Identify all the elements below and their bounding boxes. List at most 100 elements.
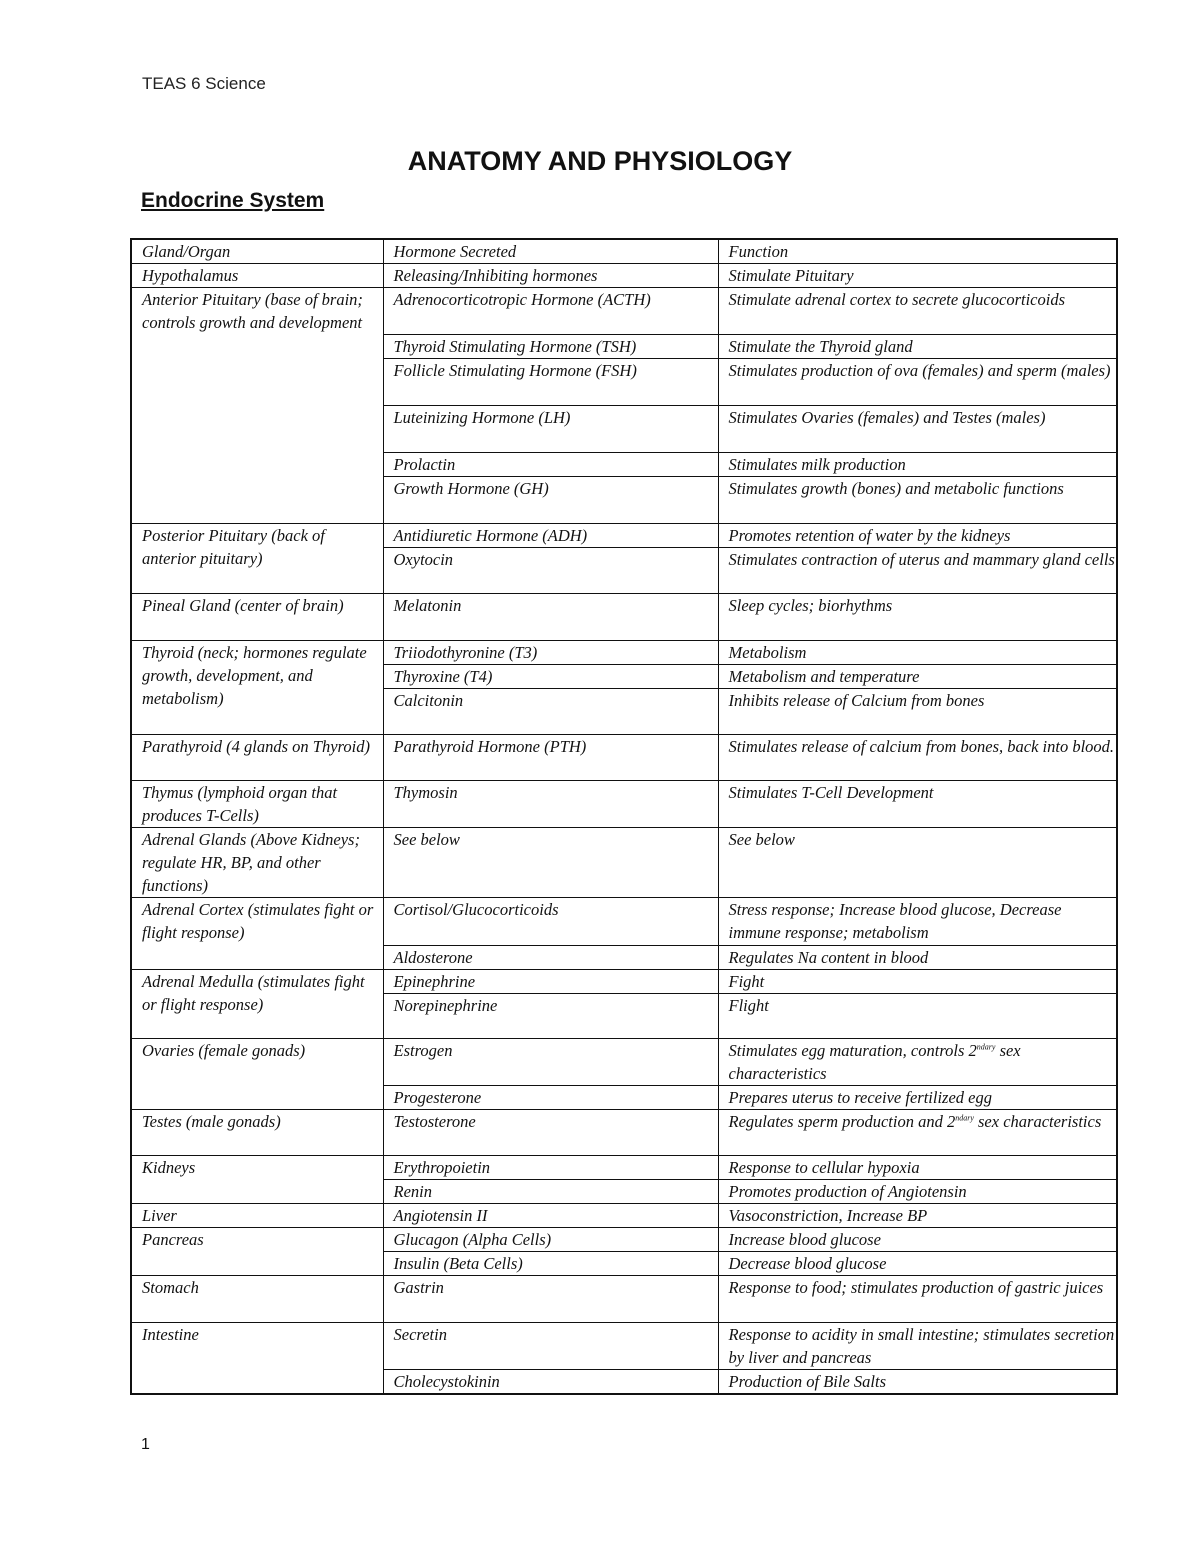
hormone-cell: Thyroxine (T4) — [382, 664, 719, 689]
function-cell: Fight — [717, 969, 1118, 994]
organ-cell: Ovaries (female gonads) — [130, 1038, 384, 1110]
hormone-cell: See below — [382, 827, 719, 898]
organ-cell: Adrenal Medulla (stimulates fight or fli… — [130, 969, 384, 1039]
hormone-cell: Epinephrine — [382, 969, 719, 994]
function-cell: Response to cellular hypoxia — [717, 1155, 1118, 1180]
hormone-cell: Thyroid Stimulating Hormone (TSH) — [382, 334, 719, 359]
hormone-cell: Triiodothyronine (T3) — [382, 640, 719, 665]
table-row: Norepinephrine Flight — [131, 993, 1118, 1039]
column-header: Hormone Secreted — [382, 238, 719, 264]
function-cell: Stimulates growth (bones) and metabolic … — [717, 476, 1118, 524]
hormone-cell: Progesterone — [382, 1085, 719, 1110]
hormone-cell: Parathyroid Hormone (PTH) — [382, 734, 719, 781]
hormone-cell: Luteinizing Hormone (LH) — [382, 405, 719, 453]
function-cell: Flight — [717, 993, 1118, 1039]
function-cell: Prepares uterus to receive fertilized eg… — [717, 1085, 1118, 1110]
organ-cell: Testes (male gonads) — [130, 1109, 384, 1156]
hormone-cell: Growth Hormone (GH) — [382, 476, 719, 524]
function-cell: Metabolism and temperature — [717, 664, 1118, 689]
function-cell: Response to acidity in small intestine; … — [717, 1322, 1118, 1370]
table-row: Luteinizing Hormone (LH) Stimulates Ovari… — [131, 405, 1118, 453]
function-cell: Stimulates contraction of uterus and mam… — [717, 547, 1118, 594]
table-row: Liver Angiotensin II Vasoconstriction, Inc… — [130, 1203, 1118, 1228]
hormone-cell: Cholecystokinin — [382, 1369, 719, 1395]
organ-cell: Liver — [130, 1203, 384, 1228]
organ-cell: Thymus (lymphoid organ that produces T-C… — [130, 780, 384, 828]
function-cell: Regulates sperm production and 2ndary se… — [717, 1109, 1118, 1156]
table-row: Kidneys Erythropoietin Response to cellula… — [130, 1155, 1118, 1204]
hormone-cell: Melatonin — [382, 593, 719, 641]
organ-cell: Pancreas — [130, 1227, 384, 1276]
column-header: Function — [717, 238, 1118, 264]
function-cell: Stimulates Ovaries (females) and Testes … — [717, 405, 1118, 453]
table-row: Parathyroid (4 glands on Thyroid) Parathy… — [130, 734, 1118, 781]
page-title: ANATOMY AND PHYSIOLOGY — [407, 146, 793, 176]
table-row: Progesterone Prepares uterus to receive f… — [131, 1085, 1118, 1110]
endocrine-table: Gland/Organ Hormone Secreted Function Hy… — [130, 238, 1118, 1395]
table-row: Pancreas Glucagon (Alpha Cells) Increase b… — [130, 1227, 1118, 1276]
function-cell: Promotes retention of water by the kidne… — [717, 523, 1118, 548]
organ-cell: Thyroid (neck; hormones regulate growth,… — [130, 640, 384, 735]
function-cell: Stimulates egg maturation, controls 2nda… — [717, 1038, 1118, 1086]
table-row: Posterior Pituitary (back of anterior pi… — [130, 523, 1118, 594]
table-row: Renin Promotes production of Angiotensin — [131, 1179, 1118, 1204]
hormone-cell: Aldosterone — [382, 945, 719, 970]
hormone-cell: Prolactin — [382, 452, 719, 477]
table-row: Stomach Gastrin Response to food; stimulat… — [130, 1275, 1118, 1323]
organ-cell: Hypothalamus — [130, 263, 384, 288]
function-cell: Stimulate the Thyroid gland — [717, 334, 1118, 359]
table-row: Thyroid (neck; hormones regulate growth,… — [130, 640, 1118, 735]
hormone-cell: Adrenocorticotropic Hormone (ACTH) — [382, 287, 719, 335]
table-row: Testes (male gonads) Testosterone Regulate… — [130, 1109, 1118, 1156]
function-cell: Stress response; Increase blood glucose,… — [717, 897, 1118, 946]
function-cell: See below — [717, 827, 1118, 898]
function-cell: Production of Bile Salts — [717, 1369, 1118, 1395]
hormone-cell: Renin — [382, 1179, 719, 1204]
function-cell: Stimulate Pituitary — [717, 263, 1118, 288]
function-cell: Stimulates milk production — [717, 452, 1118, 477]
hormone-cell: Glucagon (Alpha Cells) — [382, 1227, 719, 1252]
hormone-cell: Releasing/Inhibiting hormones — [382, 263, 719, 288]
hormone-cell: Follicle Stimulating Hormone (FSH) — [382, 358, 719, 406]
function-cell: Stimulates production of ova (females) a… — [717, 358, 1118, 406]
table-row: Cholecystokinin Production of Bile Salts — [131, 1369, 1118, 1395]
function-cell: Stimulates release of calcium from bones… — [717, 734, 1118, 781]
function-cell: Regulates Na content in blood — [717, 945, 1118, 970]
function-cell: Inhibits release of Calcium from bones — [717, 688, 1118, 735]
hormone-cell: Insulin (Beta Cells) — [382, 1251, 719, 1276]
organ-cell: Anterior Pituitary (base of brain; contr… — [130, 287, 384, 524]
hormone-cell: Oxytocin — [382, 547, 719, 594]
function-cell: Decrease blood glucose — [717, 1251, 1118, 1276]
table-row: Prolactin Stimulates milk production — [131, 452, 1118, 477]
table-row: Ovaries (female gonads) Estrogen Stimulate… — [130, 1038, 1118, 1110]
hormone-cell: Cortisol/Glucocorticoids — [382, 897, 719, 946]
table-row: Intestine Secretin Response to acidity in … — [130, 1322, 1118, 1395]
table-row: Calcitonin Inhibits release of Calcium fr… — [131, 688, 1118, 735]
hormone-cell: Secretin — [382, 1322, 719, 1370]
organ-cell: Adrenal Cortex (stimulates fight or flig… — [130, 897, 384, 970]
organ-cell: Parathyroid (4 glands on Thyroid) — [130, 734, 384, 781]
organ-cell: Pineal Gland (center of brain) — [130, 593, 384, 641]
function-cell: Promotes production of Angiotensin — [717, 1179, 1118, 1204]
running-header: TEAS 6 Science — [142, 74, 266, 93]
section-heading: Endocrine System — [141, 189, 325, 212]
function-cell: Increase blood glucose — [717, 1227, 1118, 1252]
hormone-cell: Norepinephrine — [382, 993, 719, 1039]
page-number: 1 — [141, 1436, 150, 1453]
table-header-row: Gland/Organ Hormone Secreted Function — [130, 238, 1118, 264]
hormone-cell: Gastrin — [382, 1275, 719, 1323]
table-row: Anterior Pituitary (base of brain; contr… — [130, 287, 1118, 524]
function-cell: Response to food; stimulates production … — [717, 1275, 1118, 1323]
organ-cell: Intestine — [130, 1322, 384, 1395]
table-row: Oxytocin Stimulates contraction of uterus… — [131, 547, 1118, 594]
table-row: Pineal Gland (center of brain) Melatonin S… — [130, 593, 1118, 641]
organ-cell: Kidneys — [130, 1155, 384, 1204]
function-cell: Vasoconstriction, Increase BP — [717, 1203, 1118, 1228]
table-row: Thyroid Stimulating Hormone (TSH) Stimula… — [131, 334, 1118, 359]
function-cell: Sleep cycles; biorhythms — [717, 593, 1118, 641]
function-cell: Metabolism — [717, 640, 1118, 665]
table-row: Adrenal Glands (Above Kidneys; regulate … — [130, 827, 1118, 898]
organ-cell: Adrenal Glands (Above Kidneys; regulate … — [130, 827, 384, 898]
table-row: Follicle Stimulating Hormone (FSH) Stimul… — [131, 358, 1118, 406]
function-cell: Stimulates T-Cell Development — [717, 780, 1118, 828]
